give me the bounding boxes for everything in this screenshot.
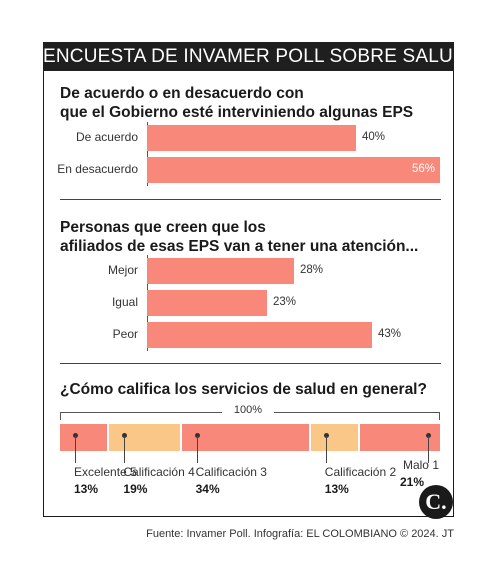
segment-percent: 19% — [123, 482, 148, 496]
marker-dot — [122, 433, 128, 438]
segment-percent: 34% — [195, 482, 220, 496]
value-label: 56% — [412, 163, 436, 175]
bar — [147, 157, 440, 183]
bar — [147, 322, 372, 348]
el-colombiano-logo: C. — [419, 485, 453, 519]
segment-name: Malo 1 — [402, 458, 439, 472]
segment-percent: 13% — [74, 482, 99, 496]
segment-name: Calificación 3 — [195, 465, 267, 479]
marker-dot — [323, 433, 329, 438]
section-divider — [60, 199, 441, 200]
segment-percent: 21% — [399, 475, 424, 489]
section-divider — [60, 363, 441, 364]
marker-dot — [73, 433, 78, 438]
category-label: Peor — [112, 327, 138, 341]
chart1-title-line1: De acuerdo o en desacuerdo con — [60, 85, 304, 102]
stack-segment — [181, 424, 309, 451]
source-credit: Fuente: Invamer Poll. Infografía: EL COL… — [146, 528, 454, 540]
chart2-title-line2: afiliados de esas EPS van a tener una at… — [60, 238, 419, 255]
bar — [147, 290, 267, 316]
marker-line — [196, 436, 198, 463]
marker-line — [124, 436, 126, 463]
segment-percent: 13% — [324, 482, 349, 496]
segment-name: Excelente 5 — [74, 465, 137, 479]
chart3-title: ¿Cómo califica los servicios de salud en… — [60, 381, 427, 398]
marker-dot — [194, 433, 200, 438]
value-label: 40% — [362, 131, 386, 143]
marker-line — [428, 436, 429, 463]
y-axis-line — [147, 122, 148, 186]
value-label: 43% — [378, 328, 402, 340]
category-label: Igual — [111, 295, 138, 309]
bar — [147, 258, 294, 284]
stack-segment — [310, 424, 359, 451]
total-label: 100% — [222, 404, 274, 416]
category-label: De acuerdo — [75, 130, 138, 144]
category-label: En desacuerdo — [57, 162, 138, 176]
banner-title: ENCUESTA DE INVAMER POLL SOBRE SALUD — [43, 42, 467, 71]
chart2-title-line1: Personas que creen que los — [60, 219, 266, 236]
bar — [147, 125, 356, 151]
stack-segment — [109, 424, 180, 451]
chart1-title-line2: que el Gobierno esté interviniendo algun… — [60, 104, 414, 121]
segment-name: Calificación 2 — [324, 465, 397, 479]
stack-segment — [60, 424, 108, 451]
category-label: Mejor — [107, 263, 138, 277]
marker-line — [75, 436, 76, 463]
marker-dot — [426, 433, 431, 438]
marker-line — [325, 436, 327, 463]
value-label: 23% — [273, 296, 297, 308]
segment-name: Calificación 4 — [123, 465, 195, 479]
value-label: 28% — [300, 264, 324, 276]
